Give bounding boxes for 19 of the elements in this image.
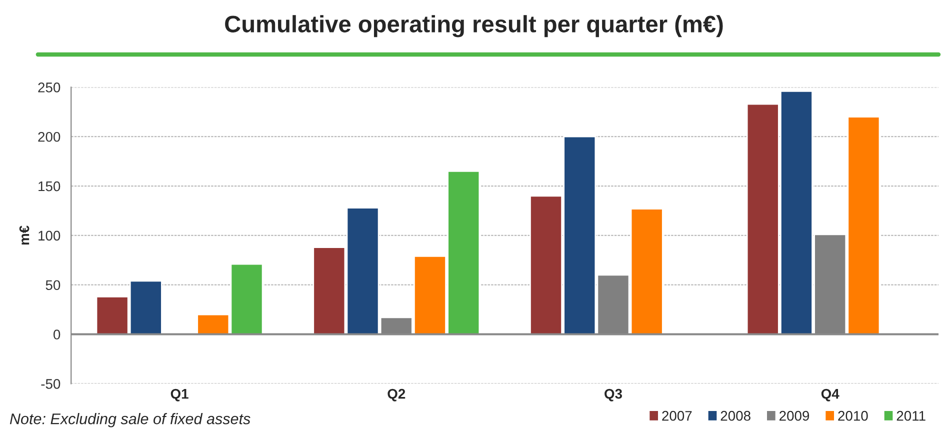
y-axis-title: m€ <box>19 226 30 245</box>
legend-label: 2008 <box>720 410 750 421</box>
y-tick-label: 100 <box>38 230 60 241</box>
y-tick-label: -50 <box>41 379 60 389</box>
legend-label: 2010 <box>838 410 868 421</box>
y-tick-label: 50 <box>46 280 60 290</box>
x-tick-label: Q3 <box>604 388 622 402</box>
x-tick-label: Q2 <box>388 388 406 402</box>
y-tick-label: 0 <box>54 330 60 340</box>
y-tick-label: 200 <box>38 132 60 142</box>
x-tick-label: Q4 <box>821 388 840 402</box>
chart-title: Cumulative operating result per quarter (m€) <box>225 15 723 38</box>
legend-label: 2007 <box>662 410 692 421</box>
x-tick-label: Q1 <box>170 388 188 402</box>
legend-label: 2009 <box>780 410 810 421</box>
text: Note: Excluding sale of fixed assets <box>10 413 250 428</box>
y-tick-label: 150 <box>38 181 60 192</box>
legend-label: 2011 <box>896 410 926 421</box>
y-tick-label: 250 <box>38 82 60 92</box>
